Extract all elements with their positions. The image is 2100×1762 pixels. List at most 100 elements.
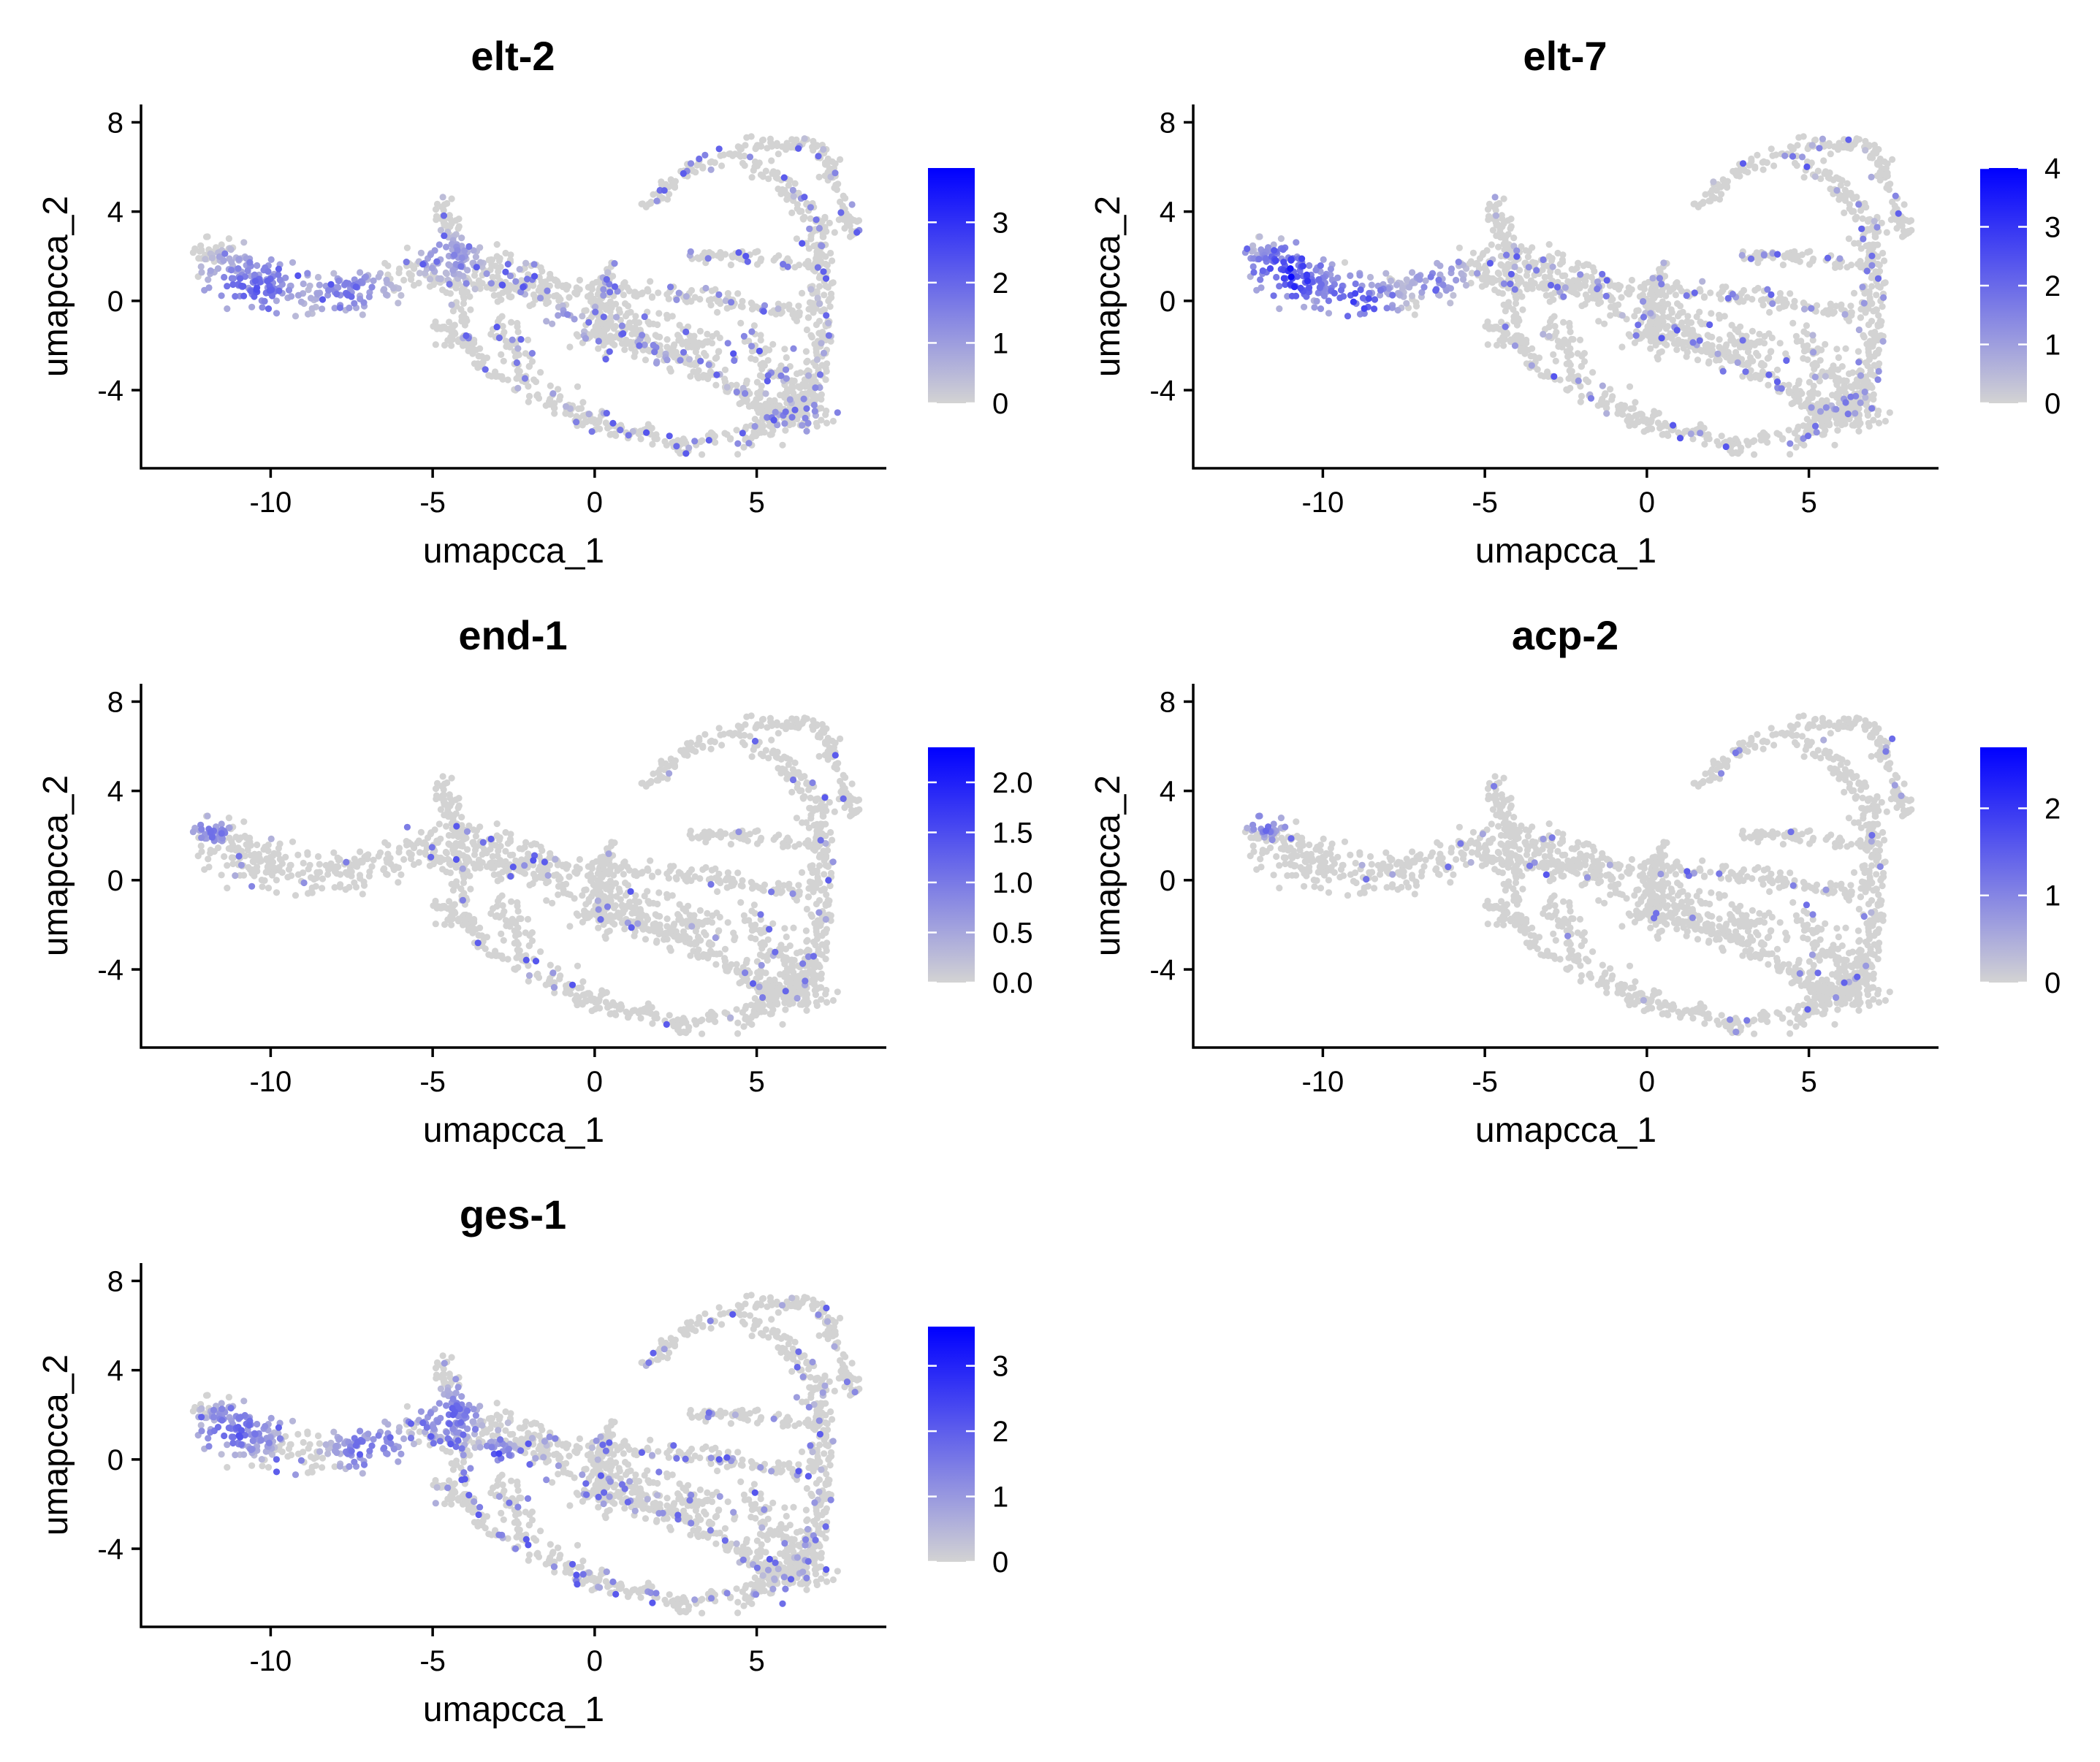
cell-point xyxy=(649,440,656,448)
cell-point xyxy=(744,258,751,265)
cell-point xyxy=(463,317,471,324)
cell-point xyxy=(1361,305,1368,312)
cell-point xyxy=(691,438,699,445)
cell-point xyxy=(1660,259,1667,267)
cell-point xyxy=(224,862,231,869)
cell-point xyxy=(665,295,672,302)
cell-point xyxy=(1317,262,1324,270)
cell-point xyxy=(820,268,827,275)
cell-point xyxy=(319,296,327,303)
cell-point xyxy=(1779,435,1787,442)
cell-point xyxy=(740,443,747,451)
cell-point xyxy=(383,276,390,283)
cell-point xyxy=(843,220,851,227)
cell-point xyxy=(1258,284,1265,291)
cell-point xyxy=(1447,265,1456,272)
x-tick-label: 5 xyxy=(1800,487,1816,519)
cell-point xyxy=(832,160,839,167)
cell-point xyxy=(1842,399,1849,406)
cell-point xyxy=(1456,244,1463,251)
cell-point xyxy=(443,243,450,251)
cell-point xyxy=(1507,270,1515,278)
cell-point xyxy=(1873,224,1881,231)
cell-point xyxy=(1299,262,1306,270)
cell-point xyxy=(757,337,764,344)
cell-point xyxy=(778,143,786,150)
cell-point xyxy=(707,159,714,166)
cell-point xyxy=(564,311,571,319)
cell-point xyxy=(1884,160,1891,167)
cell-point xyxy=(1583,261,1590,268)
cell-point xyxy=(1863,359,1870,367)
cell-point xyxy=(670,180,677,187)
cell-point xyxy=(829,279,837,286)
cell-point xyxy=(544,299,552,306)
cell-point xyxy=(265,305,273,313)
cell-point xyxy=(204,233,211,240)
cell-point xyxy=(783,386,791,393)
cell-point xyxy=(1700,293,1708,300)
cell-point xyxy=(525,392,533,400)
cell-point xyxy=(783,375,790,382)
cell-point xyxy=(761,348,769,355)
cell-point xyxy=(806,299,813,306)
cell-point xyxy=(1795,134,1803,141)
cell-point xyxy=(1382,270,1390,277)
cell-point xyxy=(1480,264,1488,272)
cell-point xyxy=(820,349,828,356)
cell-point xyxy=(631,348,639,356)
cell-point xyxy=(1719,283,1727,291)
cell-point xyxy=(677,356,684,364)
cell-point xyxy=(488,373,495,380)
cell-point xyxy=(1306,284,1313,291)
cell-point xyxy=(803,405,810,412)
cell-point xyxy=(1835,354,1842,362)
cell-point xyxy=(253,286,260,293)
cell-point xyxy=(1395,291,1402,298)
cell-point xyxy=(248,303,256,310)
cell-point xyxy=(742,253,750,260)
cell-point xyxy=(757,405,764,413)
cell-point xyxy=(395,265,403,272)
cell-point xyxy=(276,276,284,283)
cell-point xyxy=(395,300,402,307)
panel-title: end-1 xyxy=(458,612,567,658)
cell-point xyxy=(812,991,819,999)
cell-point xyxy=(1759,159,1766,166)
cell-point xyxy=(1879,303,1886,310)
cell-point xyxy=(575,984,582,992)
cell-point xyxy=(800,395,807,403)
cell-point xyxy=(1625,419,1632,426)
cell-point xyxy=(826,219,833,226)
cell-point xyxy=(221,250,229,257)
cell-point xyxy=(1718,432,1725,440)
cell-point xyxy=(609,419,617,427)
cell-point xyxy=(824,283,832,291)
cell-point xyxy=(647,199,655,207)
cell-point xyxy=(702,284,709,292)
x-tick-label: -10 xyxy=(1301,487,1344,519)
cell-point xyxy=(1415,273,1422,281)
colorbar-tick-label: 1 xyxy=(992,327,1008,359)
cell-point xyxy=(224,283,231,290)
cell-point xyxy=(395,285,403,292)
cell-point xyxy=(723,305,731,312)
cell-point xyxy=(821,172,829,180)
cell-point xyxy=(1453,276,1460,284)
cell-point xyxy=(757,332,764,339)
cell-point xyxy=(837,156,844,163)
cell-point xyxy=(1502,233,1510,240)
cell-point xyxy=(1787,440,1794,447)
cell-point xyxy=(1599,270,1606,278)
cell-point xyxy=(717,254,725,262)
cell-point xyxy=(803,905,810,913)
cell-point xyxy=(1250,269,1258,276)
cell-point xyxy=(1565,375,1572,382)
cell-point xyxy=(523,275,531,283)
cell-point xyxy=(1495,243,1502,251)
cell-point xyxy=(316,281,323,289)
cell-point xyxy=(821,224,829,231)
cell-point xyxy=(1575,377,1582,384)
cell-point xyxy=(1484,206,1492,213)
cell-point xyxy=(708,287,715,294)
